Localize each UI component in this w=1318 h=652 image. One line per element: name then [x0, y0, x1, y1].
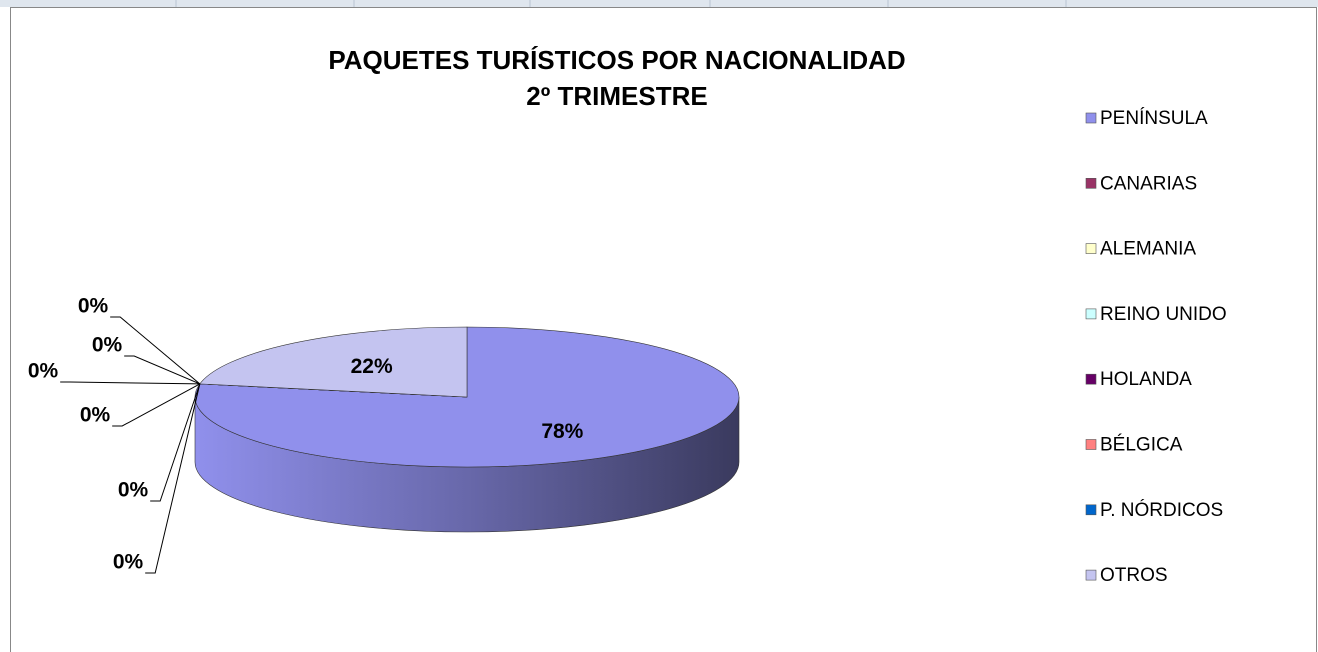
data-label: 0%	[28, 360, 59, 383]
chart-subtitle: 2º TRIMESTRE	[526, 81, 707, 111]
legend-swatch	[1085, 308, 1097, 320]
data-label: 0%	[113, 551, 144, 574]
data-label: 0%	[92, 334, 123, 357]
legend-swatch	[1085, 112, 1097, 124]
legend-label: HOLANDA	[1100, 369, 1192, 390]
legend-swatch	[1085, 569, 1097, 581]
data-label: 0%	[118, 479, 149, 502]
legend-label: ALEMANIA	[1100, 239, 1196, 260]
legend-label: OTROS	[1100, 565, 1168, 586]
leader-line	[145, 383, 201, 574]
sheet-columns	[175, 0, 1067, 7]
data-label: 0%	[80, 404, 111, 427]
chart-frame	[10, 7, 1317, 652]
data-label: 0%	[78, 295, 109, 318]
legend-label: BÉLGICA	[1100, 435, 1183, 456]
sheet-header	[0, 0, 1318, 7]
leader-line	[150, 383, 201, 502]
legend-swatch	[1085, 178, 1097, 189]
legend-swatch	[1085, 439, 1097, 450]
leader-line	[60, 381, 200, 385]
legend-label: PENÍNSULA	[1100, 108, 1208, 129]
chart-title: PAQUETES TURÍSTICOS POR NACIONALIDAD	[328, 45, 905, 75]
leader-line	[124, 355, 201, 385]
legend-label: P. NÓRDICOS	[1100, 499, 1223, 521]
data-label: 78%	[541, 420, 583, 443]
legend-swatch	[1085, 373, 1097, 385]
slice	[199, 326, 468, 398]
legend-swatch	[1085, 243, 1097, 254]
legend-label: REINO UNIDO	[1100, 304, 1227, 325]
data-label: 22%	[351, 355, 393, 378]
legend-swatch	[1085, 504, 1097, 516]
leader-line	[112, 383, 201, 427]
legend-label: CANARIAS	[1100, 173, 1197, 194]
leader-line	[110, 316, 201, 385]
